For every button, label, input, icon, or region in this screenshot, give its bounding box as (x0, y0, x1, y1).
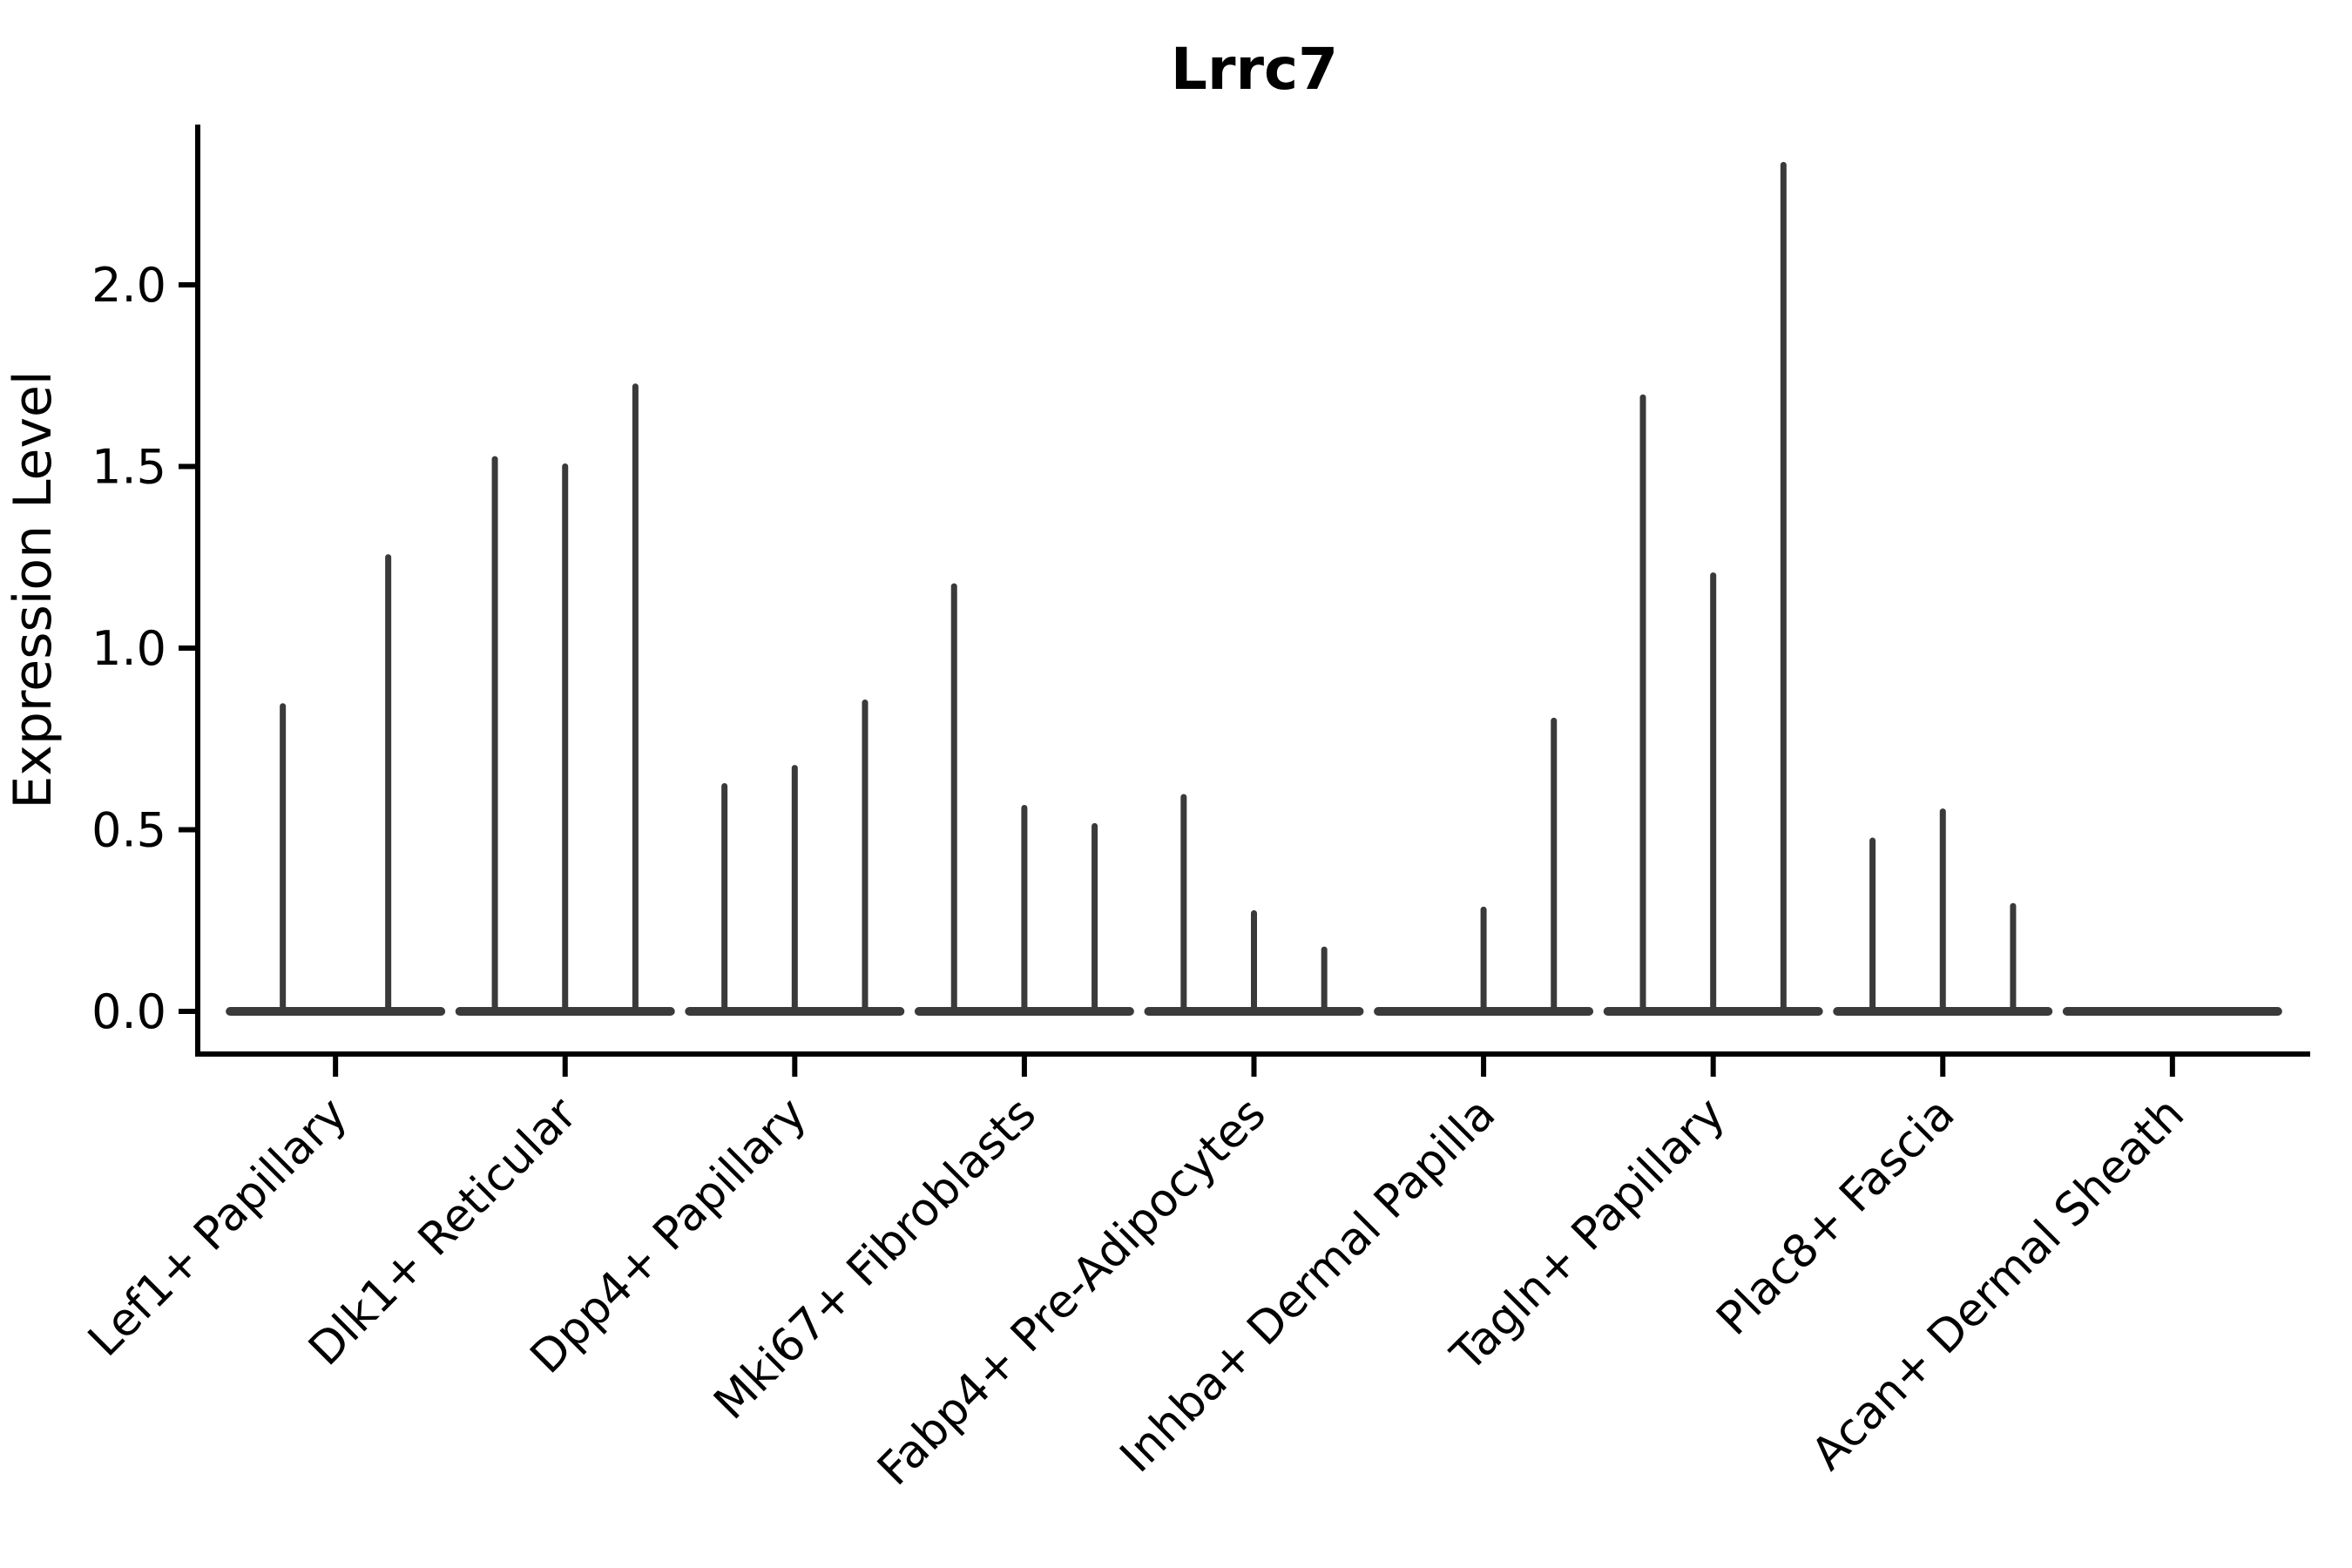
y-tick-label: 1.5 (91, 440, 166, 495)
y-tick-label: 0.5 (91, 803, 166, 858)
y-axis-label: Expression Level (3, 370, 64, 808)
x-tick-label: Plac8+ Fascia (1707, 1088, 1965, 1346)
x-tick-label: Inhba+ Dermal Papilla (1111, 1088, 1505, 1483)
chart-title: Lrrc7 (1171, 36, 1338, 103)
y-tick-label: 2.0 (91, 258, 166, 313)
x-tick-label: Fabp4+ Pre-Adipocytes (868, 1088, 1275, 1496)
y-tick-label: 0.0 (91, 984, 166, 1039)
x-tick-label: Acan+ Dermal Sheath (1801, 1088, 2194, 1481)
y-tick-label: 1.0 (91, 621, 166, 676)
